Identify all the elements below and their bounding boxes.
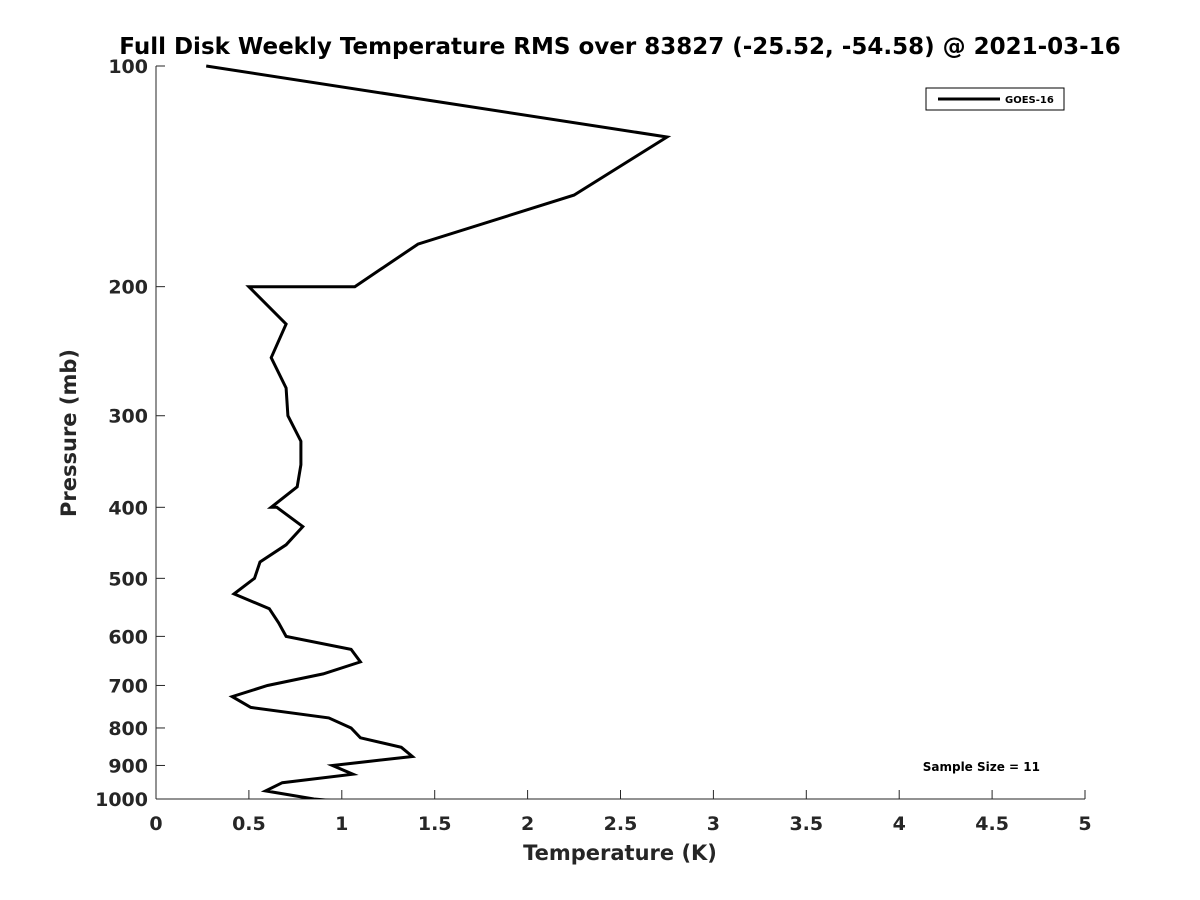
- x-tick-label: 4: [893, 813, 906, 835]
- legend-label: GOES-16: [1005, 95, 1054, 106]
- x-tick-label: 3: [707, 813, 720, 835]
- y-axis-ticks: 100 200 300 400 500 600 700 800 900 1000: [95, 56, 165, 811]
- y-tick-label: 500: [108, 568, 148, 590]
- y-tick-label: 700: [108, 675, 148, 697]
- x-tick-label: 1.5: [418, 813, 452, 835]
- x-tick-label: 5: [1078, 813, 1091, 835]
- x-axis-ticks: 0 0.5 1 1.5 2 2.5 3 3.5 4 4.5 5: [149, 790, 1092, 835]
- series-layer: [205, 64, 672, 799]
- series-line: [205, 64, 672, 799]
- y-axis-label: Pressure (mb): [57, 349, 81, 517]
- y-tick-label: 800: [108, 718, 148, 740]
- x-tick-label: 1: [335, 813, 348, 835]
- x-axis-label: Temperature (K): [523, 841, 717, 865]
- x-tick-label: 2.5: [604, 813, 638, 835]
- legend: GOES-16: [925, 87, 1065, 111]
- x-tick-label: 0.5: [232, 813, 266, 835]
- x-tick-label: 3.5: [789, 813, 823, 835]
- sample-size-annotation: Sample Size = 11: [923, 760, 1040, 774]
- x-tick-label: 4.5: [975, 813, 1009, 835]
- y-tick-label: 1000: [95, 789, 148, 811]
- y-tick-label: 200: [108, 277, 148, 299]
- x-tick-label: 2: [521, 813, 534, 835]
- y-tick-label: 300: [108, 406, 148, 428]
- y-tick-label: 100: [108, 56, 148, 78]
- chart-title: Full Disk Weekly Temperature RMS over 83…: [119, 34, 1121, 60]
- y-tick-label: 400: [108, 497, 148, 519]
- y-tick-label: 900: [108, 755, 148, 777]
- x-tick-label: 0: [149, 813, 162, 835]
- y-tick-label: 600: [108, 626, 148, 648]
